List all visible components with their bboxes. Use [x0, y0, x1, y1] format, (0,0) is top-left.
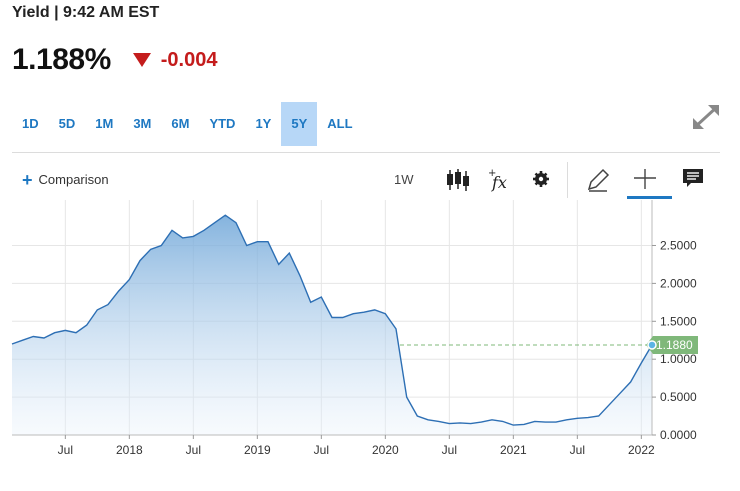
range-tab-6m[interactable]: 6M [171, 116, 190, 131]
interval-selector[interactable]: 1W [394, 172, 414, 187]
x-axis: Jul 2018 Jul 2019 Jul 2020 Jul 2021 Jul 2022 [58, 435, 655, 457]
svg-text:fx: fx [491, 173, 507, 192]
last-point-marker [647, 340, 657, 350]
x-tick-label: Jul [58, 443, 73, 457]
range-tab-5d[interactable]: 5D [58, 116, 76, 131]
y-tick-label: 0.0000 [660, 428, 697, 442]
x-tick-label: 2019 [244, 443, 271, 457]
toolbar-separator [567, 162, 568, 198]
yield-chart[interactable]: 2.5000 2.0000 1.5000 1.0000 0.5000 0.0000 Jul… [0, 200, 740, 491]
candlestick-icon[interactable] [443, 163, 473, 197]
active-tool-indicator [627, 196, 672, 199]
y-tick-label: 1.0000 [660, 352, 697, 366]
svg-text:+: + [488, 168, 496, 179]
y-tick-label: 1.5000 [660, 314, 697, 328]
x-tick-label: Jul [314, 443, 329, 457]
x-tick-label: Jul [570, 443, 585, 457]
x-tick-label: Jul [442, 443, 457, 457]
y-tick-label: 0.5000 [660, 390, 697, 404]
last-value-badge: 1.1880 [646, 335, 698, 354]
x-tick-label: Jul [186, 443, 201, 457]
range-tab-1y[interactable]: 1Y [255, 116, 272, 131]
fx-icon[interactable]: + fx [484, 163, 514, 197]
range-tab-ytd[interactable]: YTD [209, 116, 236, 131]
series-area [12, 215, 652, 435]
range-tab-1m[interactable]: 1M [95, 116, 114, 131]
gear-icon[interactable] [527, 163, 557, 197]
comment-icon[interactable] [679, 163, 709, 197]
range-tabs: 1D 5D 1M 3M 6M YTD 1Y 5Y ALL [12, 102, 363, 146]
plus-icon: + [22, 169, 33, 190]
toolbar-divider [12, 152, 720, 153]
y-tick-label: 2.0000 [660, 276, 697, 290]
comparison-label: Comparison [38, 172, 109, 187]
last-price: 1.188% [12, 43, 111, 76]
down-arrow-icon [132, 53, 151, 67]
x-tick-label: 2020 [372, 443, 399, 457]
range-tab-1d[interactable]: 1D [22, 116, 39, 131]
price-row: 1.188% -0.004 [12, 40, 217, 80]
range-tab-all[interactable]: ALL [327, 116, 353, 131]
last-value-badge-shape [646, 335, 698, 354]
x-tick-label: 2021 [500, 443, 527, 457]
last-value-label: 1.1880 [656, 338, 693, 352]
x-tick-label: 2018 [116, 443, 143, 457]
price-change: -0.004 [160, 48, 218, 71]
y-axis: 2.5000 2.0000 1.5000 1.0000 0.5000 0.0000 [652, 238, 697, 442]
comparison-button[interactable]: + Comparison [22, 169, 109, 190]
quote-title: Yield | 9:42 AM EST [12, 4, 160, 21]
range-tab-5y[interactable]: 5Y [281, 102, 318, 146]
crosshair-icon[interactable] [630, 163, 660, 197]
range-tab-3m[interactable]: 3M [133, 116, 152, 131]
x-tick-label: 2022 [628, 443, 655, 457]
pencil-icon[interactable] [583, 163, 613, 197]
y-tick-label: 2.5000 [660, 238, 697, 252]
expand-icon[interactable] [690, 102, 722, 132]
series-line [11, 214, 653, 426]
